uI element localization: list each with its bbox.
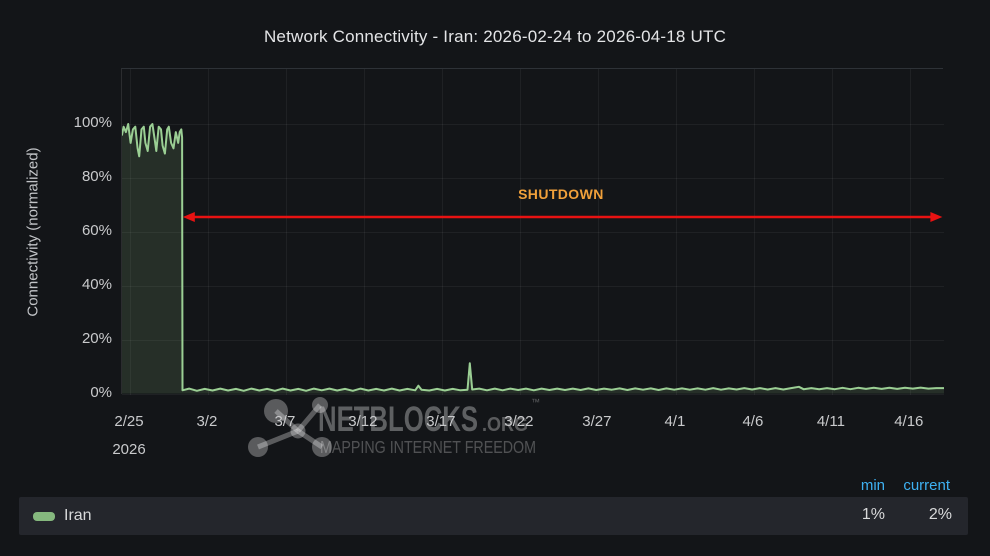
gridline-vertical	[285, 69, 287, 395]
y-tick-label: 80%	[81, 167, 112, 185]
legend-min-value: 1%	[861, 506, 885, 523]
legend-header-min[interactable]: min	[860, 477, 885, 494]
gridline-vertical	[130, 69, 131, 395]
gridline-vertical	[519, 69, 521, 395]
x-tick-label: 3/27	[582, 413, 612, 430]
x-tick-label: 4/6	[742, 413, 764, 430]
chart-plot-area[interactable]: NETBLOCKS .ORG ™ MAPPING INTERNET FREEDO…	[121, 68, 944, 457]
connectivity-series-chart	[122, 123, 944, 394]
x-tick-label: 3/17	[426, 413, 456, 430]
watermark-tagline: MAPPING INTERNET FREEDOM	[320, 437, 536, 457]
gridline-vertical	[753, 69, 755, 395]
x-tick-label: 4/11	[816, 413, 845, 430]
series-area-fill	[122, 124, 944, 394]
legend-current-value: 2%	[928, 506, 952, 523]
gridline-horizontal	[122, 124, 944, 125]
y-tick-label: 100%	[73, 114, 112, 131]
gridline-horizontal	[122, 339, 944, 341]
gridline-horizontal	[122, 285, 944, 287]
gridline-horizontal	[122, 231, 944, 233]
gridline-vertical	[831, 69, 833, 395]
gridline-horizontal	[122, 393, 944, 395]
x-tick-label: 2/25	[114, 413, 144, 430]
legend-row-iran[interactable]: Iran 1% 2%	[19, 497, 968, 535]
gridline-vertical	[441, 69, 443, 395]
gridline-vertical	[363, 69, 365, 395]
watermark-tm: ™	[531, 397, 540, 407]
x-tick-label: 3/2	[196, 413, 218, 430]
x-tick-year-label: 2026	[112, 441, 146, 458]
x-tick-label: 3/7	[274, 413, 296, 430]
y-tick-label: 0%	[90, 383, 112, 401]
series-line	[122, 123, 944, 392]
y-tick-label: 40%	[81, 275, 112, 293]
shutdown-arrow-head-left	[182, 212, 195, 222]
shutdown-arrow-head-right	[930, 212, 943, 222]
gridline-vertical	[597, 69, 599, 395]
legend-series-label[interactable]: Iran	[64, 507, 92, 524]
x-tick-label: 3/22	[504, 413, 534, 430]
x-tick-label: 3/12	[348, 413, 378, 430]
x-tick-label: 4/1	[664, 413, 686, 430]
gridline-vertical	[675, 69, 677, 395]
x-tick-label: 4/16	[894, 413, 924, 430]
gridline-vertical	[909, 69, 911, 395]
y-tick-label: 60%	[81, 221, 112, 239]
legend-swatch-iran[interactable]	[33, 511, 55, 521]
shutdown-annotation-label: SHUTDOWN	[518, 186, 604, 202]
gridline-vertical	[207, 69, 209, 395]
legend-header-current[interactable]: current	[903, 477, 950, 494]
gridline-horizontal	[122, 177, 944, 179]
panel-title: Network Connectivity - Iran: 2026-02-24 …	[263, 27, 727, 46]
y-tick-label: 20%	[81, 329, 112, 347]
